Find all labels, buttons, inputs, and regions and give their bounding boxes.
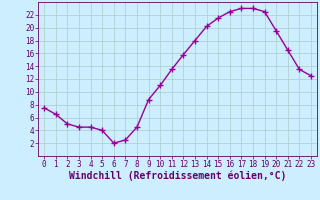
X-axis label: Windchill (Refroidissement éolien,°C): Windchill (Refroidissement éolien,°C) <box>69 171 286 181</box>
